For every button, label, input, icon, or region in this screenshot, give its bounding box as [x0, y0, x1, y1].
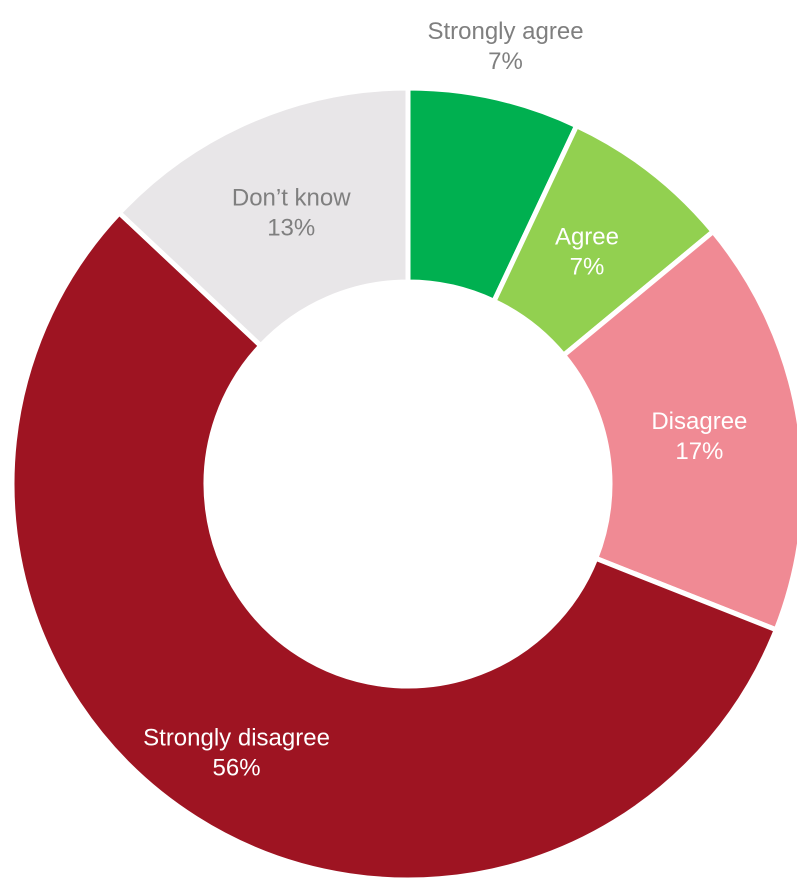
value-label: 17%: [675, 438, 723, 465]
value-label: 56%: [213, 755, 261, 782]
slice-label: Strongly disagree: [143, 725, 330, 752]
donut-slice: [115, 85, 411, 350]
slice-label: Don’t know: [232, 185, 351, 212]
slice-label: Disagree: [651, 408, 747, 435]
slice-label: Strongly agree: [427, 18, 583, 45]
slice-label: Agree: [555, 224, 619, 251]
value-label: 7%: [570, 254, 605, 281]
donut-slice: [560, 228, 797, 634]
value-label: 13%: [267, 215, 315, 242]
donut-slice: [9, 209, 780, 880]
value-label: 7%: [488, 48, 523, 75]
